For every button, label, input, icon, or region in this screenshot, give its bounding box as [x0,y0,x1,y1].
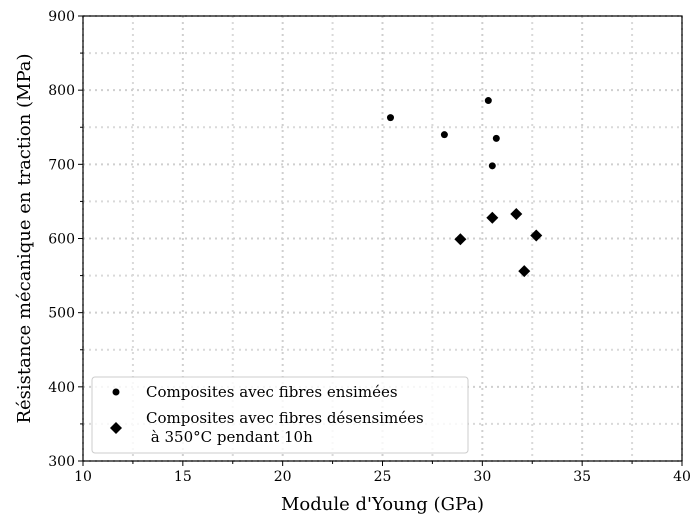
x-tick-label: 30 [473,469,491,485]
data-point-diamond [454,233,467,246]
y-axis-label: Résistance mécanique en traction (MPa) [14,53,35,423]
x-tick-label: 15 [174,469,192,485]
x-axis-label: Module d'Young (GPa) [281,494,484,515]
x-tick-label: 10 [74,469,92,485]
legend-label-desensimees: Composites avec fibres désensimées [146,409,424,427]
legend-label-desensimees-line2: à 350°C pendant 10h [146,428,313,446]
legend-label-ensimees: Composites avec fibres ensimées [146,383,398,401]
data-point-circle [386,114,394,122]
y-tick-label: 400 [48,380,75,396]
data-point-circle [492,134,500,142]
legend-box [91,376,469,454]
data-points [386,97,543,278]
x-tick-label: 20 [274,469,292,485]
x-tick-label: 35 [573,469,591,485]
axis-ticks: 10 15 20 25 30 35 40 300 400 500 600 700 800 900 [48,9,691,485]
y-tick-label: 500 [48,306,75,322]
y-tick-label: 600 [48,232,75,248]
data-point-circle [440,131,448,139]
legend-marker-circle [112,388,120,396]
data-point-diamond [530,229,543,242]
legend-marker-diamond [110,422,122,434]
data-point-diamond [486,211,499,224]
x-tick-label: 25 [374,469,392,485]
y-tick-label: 700 [48,157,75,173]
data-point-diamond [518,265,531,278]
data-point-circle [484,97,492,105]
y-tick-label: 900 [48,9,75,25]
data-point-diamond [510,208,523,221]
x-tick-label: 40 [673,469,691,485]
data-point-circle [488,162,496,170]
y-tick-label: 800 [48,83,75,99]
y-tick-label: 300 [48,454,75,470]
legend: Composites avec fibres ensimées Composit… [91,376,469,454]
